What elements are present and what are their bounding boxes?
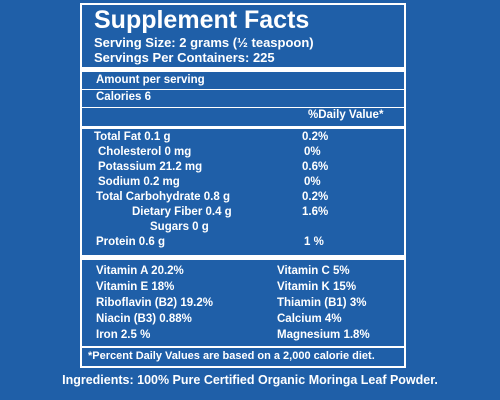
vitamin-left: Niacin (B3) 0.88%: [96, 313, 192, 325]
nutrient-label: Protein 0.6 g: [96, 236, 166, 248]
thick-rule: [82, 255, 404, 260]
medium-rule: [82, 126, 404, 129]
rule: [82, 89, 404, 90]
servings-per-container: Servings Per Containers: 225: [94, 50, 275, 65]
rule: [82, 107, 404, 108]
vitamin-right: Thiamin (B1) 3%: [277, 297, 367, 309]
nutrient-label: Cholesterol 0 mg: [98, 146, 192, 158]
nutrient-label: Sodium 0.2 mg: [98, 176, 180, 188]
panel-title: Supplement Facts: [94, 6, 310, 34]
daily-value-header: %Daily Value*: [308, 109, 384, 121]
vitamin-left: Riboflavin (B2) 19.2%: [96, 297, 213, 309]
vitamin-right: Vitamin K 15%: [277, 281, 357, 293]
vitamin-right: Magnesium 1.8%: [277, 329, 370, 341]
nutrient-label: Potassium 21.2 mg: [98, 161, 203, 173]
nutrient-label: Sugars 0 g: [150, 221, 209, 233]
nutrient-dv: 0%: [304, 176, 321, 188]
vitamin-left: Iron 2.5 %: [96, 329, 151, 341]
nutrient-dv: 1.6%: [302, 206, 329, 218]
vitamin-left: Vitamin A 20.2%: [96, 265, 184, 277]
nutrient-label: Total Carbohydrate 0.8 g: [96, 191, 230, 203]
nutrient-dv: 0.2%: [302, 131, 329, 143]
nutrient-label: Total Fat 0.1 g: [94, 131, 171, 143]
nutrient-dv: 0.6%: [302, 161, 329, 173]
supplement-facts-panel: Supplement Facts Serving Size: 2 grams (…: [80, 3, 406, 368]
calories: Calories 6: [96, 91, 151, 103]
vitamin-right: Calcium 4%: [277, 313, 342, 325]
rule: [82, 346, 404, 348]
nutrient-dv: 0%: [304, 146, 321, 158]
serving-size: Serving Size: 2 grams (½ teaspoon): [94, 35, 314, 50]
thick-rule: [82, 67, 404, 72]
ingredients: Ingredients: 100% Pure Certified Organic…: [62, 373, 438, 387]
nutrient-label: Dietary Fiber 0.4 g: [132, 206, 232, 218]
nutrient-dv: 0.2%: [302, 191, 329, 203]
vitamin-right: Vitamin C 5%: [277, 265, 350, 277]
footnote: *Percent Daily Values are based on a 2,0…: [88, 350, 375, 362]
vitamin-left: Vitamin E 18%: [96, 281, 175, 293]
nutrient-dv: 1 %: [304, 236, 324, 248]
amount-per-serving: Amount per serving: [96, 74, 205, 86]
